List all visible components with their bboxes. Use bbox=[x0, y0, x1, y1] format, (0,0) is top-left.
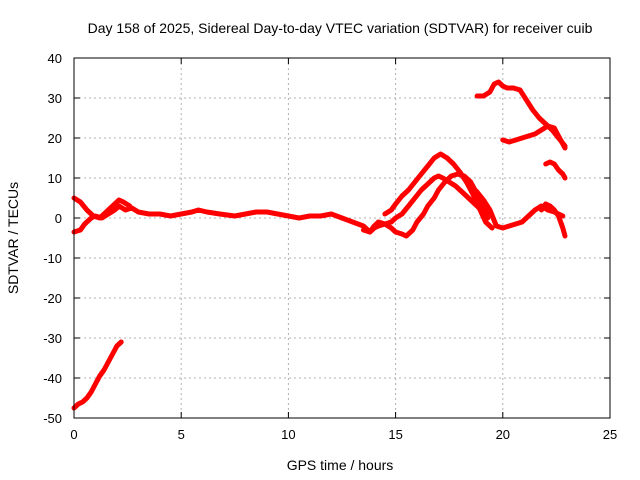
x-tick-label: 0 bbox=[70, 427, 77, 442]
series-arc-1 bbox=[71, 339, 124, 411]
y-tick-label: -10 bbox=[43, 251, 62, 266]
x-tick-label: 25 bbox=[603, 427, 617, 442]
grid bbox=[74, 58, 610, 418]
ticks: 0 5 10 15 20 25 -50 -40 -30 -20 -10 0 10 20 30 40 bbox=[43, 51, 617, 442]
y-tick-label: -50 bbox=[43, 411, 62, 426]
series-arc-6 bbox=[468, 183, 566, 231]
series-arc-11 bbox=[543, 159, 568, 181]
series-arc-8 bbox=[474, 79, 523, 99]
series-arc-10 bbox=[500, 123, 568, 151]
y-tick-label: 0 bbox=[55, 211, 62, 226]
y-tick-label: 40 bbox=[48, 51, 62, 66]
y-tick-label: -20 bbox=[43, 291, 62, 306]
series-arc-3 bbox=[71, 195, 133, 221]
y-tick-label: 10 bbox=[48, 171, 62, 186]
series-arc-2 bbox=[71, 173, 482, 235]
y-tick-label: -30 bbox=[43, 331, 62, 346]
y-tick-label: 20 bbox=[48, 131, 62, 146]
x-tick-label: 15 bbox=[388, 427, 402, 442]
plot-frame bbox=[73, 57, 611, 419]
x-tick-label: 10 bbox=[281, 427, 295, 442]
x-tick-label: 20 bbox=[496, 427, 510, 442]
chart-title: Day 158 of 2025, Sidereal Day-to-day VTE… bbox=[88, 20, 593, 36]
series-arc-7 bbox=[538, 201, 568, 239]
x-tick-label: 5 bbox=[178, 427, 185, 442]
y-axis-label: SDTVAR / TECUs bbox=[5, 182, 21, 294]
y-tick-label: 30 bbox=[48, 91, 62, 106]
y-tick-label: -40 bbox=[43, 371, 62, 386]
series-layer bbox=[71, 79, 568, 411]
series-arc-5 bbox=[382, 151, 495, 231]
x-axis-label: GPS time / hours bbox=[287, 457, 394, 473]
